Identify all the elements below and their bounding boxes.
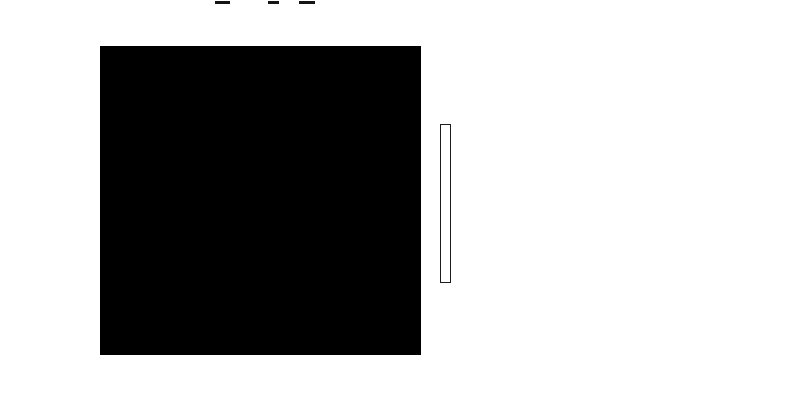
cropped-text-artifact: [299, 1, 315, 4]
cropped-text-artifact: [268, 1, 279, 4]
ocean-background: [100, 46, 421, 355]
map-plot: [100, 46, 421, 355]
colorbar: [440, 124, 451, 283]
cropped-text-artifact: [215, 1, 230, 4]
observation-cells: [387, 108, 421, 253]
